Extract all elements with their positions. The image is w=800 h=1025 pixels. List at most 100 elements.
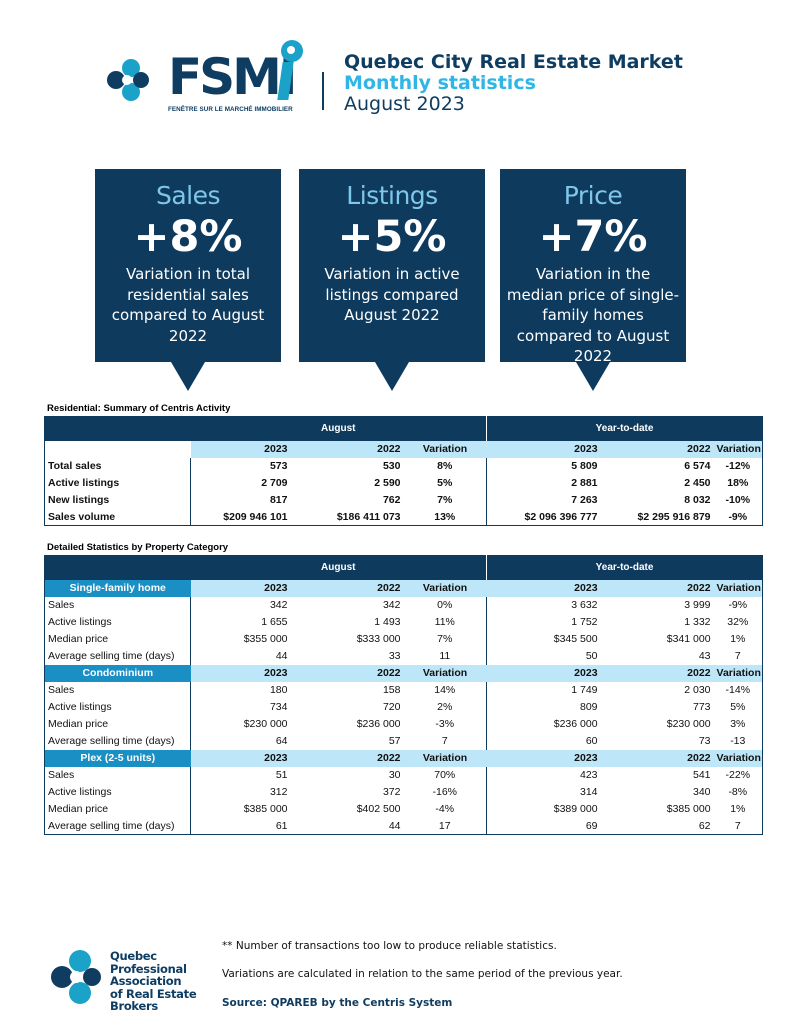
map-pin-icon (281, 40, 303, 62)
data-cell: 7 (734, 819, 741, 832)
org-name-line: Quebec (110, 949, 157, 963)
table-column-header: 2023 2022 Variation 2023 2022 Variation (44, 440, 763, 458)
data-cell: 2 030 (684, 684, 711, 696)
category-label: Plex (2-5 units) (44, 749, 191, 767)
data-cell: 50 (486, 647, 601, 665)
blank-cell (44, 555, 191, 580)
data-cell: 762 (382, 494, 401, 506)
data-cell: 3 632 (486, 596, 601, 614)
sales-card: Sales +8% Variation in total residential… (95, 169, 281, 391)
data-cell: 342 (382, 599, 401, 611)
org-name-line: Professional (110, 961, 187, 976)
data-cell: $236 000 (486, 715, 601, 733)
column-header: 2023 (190, 579, 291, 597)
data-cell: 1% (730, 803, 746, 815)
data-cell: 372 (382, 786, 401, 798)
row-label: Median price (48, 633, 109, 645)
qpareb-footer-logo-icon (51, 950, 101, 1004)
source-note: Source: QPAREB by the Centris System (222, 997, 453, 1009)
column-header: 2023 (486, 664, 601, 682)
category-header-row: Condominium 2023 2022 Variation 2023 2022 Vari… (44, 664, 763, 682)
data-cell: $236 000 (356, 718, 401, 730)
org-name-line: Brokers (110, 999, 158, 1013)
report-period: August 2023 (344, 93, 465, 115)
data-cell: 44 (388, 819, 401, 832)
data-cell: $355 000 (190, 630, 291, 648)
table-row: Active listings 312 372 -16% 314 340 -8% (45, 783, 763, 801)
data-cell: $230 000 (190, 715, 291, 733)
card-title: Sales (155, 181, 221, 210)
data-cell: 11% (434, 616, 455, 628)
blank-cell (44, 416, 191, 441)
org-name-line: of Real Estate (110, 986, 197, 1001)
data-cell: 8% (437, 460, 453, 472)
column-header: 2023 (190, 440, 291, 458)
data-cell: 60 (486, 732, 601, 750)
table-row: Median price $230 000 $236 000 -3% $236 000 $… (45, 715, 763, 733)
row-label: Active listings (48, 616, 112, 628)
summary-table-title: Residential: Summary of Centris Activity (47, 403, 231, 414)
table-group-header: August Year-to-date (44, 555, 763, 580)
data-cell: $230 000 (666, 718, 711, 730)
data-cell: 340 (693, 786, 711, 798)
data-cell: 5 809 (486, 457, 601, 475)
column-header: Variation (713, 579, 763, 597)
data-cell: -9% (728, 510, 748, 523)
data-cell: 2 709 (190, 474, 291, 492)
org-name-line: Association (110, 974, 182, 988)
data-cell: 5% (730, 701, 746, 713)
card-description: Variation in total residential sales com… (111, 265, 265, 345)
data-cell: $186 411 073 (336, 510, 401, 523)
group-header-august: August (190, 416, 487, 441)
row-label: Sales (48, 684, 75, 696)
report-subtitle: Monthly statistics (344, 72, 536, 94)
group-header-ytd: Year-to-date (486, 555, 763, 580)
column-header: 2023 (486, 440, 601, 458)
data-cell: 0% (437, 599, 453, 611)
data-cell: 720 (382, 701, 401, 713)
data-cell: 1 749 (486, 681, 601, 699)
card-title: Price (563, 181, 623, 210)
card-title: Listings (346, 181, 438, 210)
category-header-row: Plex (2-5 units) 2023 2022 Variation 2023 202… (44, 749, 763, 767)
fsmi-logo: FSMI FENÊTRE SUR LE MARCHÉ IMMOBILIER (168, 40, 308, 113)
data-cell: -16% (432, 786, 458, 798)
data-cell: 2 450 (684, 477, 711, 489)
table-row: Sales volume $209 946 101 $186 411 073 13% $… (45, 508, 763, 526)
card-value: +5% (337, 212, 447, 262)
table-row: Average selling time (days) 61 44 17 69 62 7 (45, 817, 763, 835)
table-group-header: August Year-to-date (44, 416, 763, 441)
fsmi-logo-text: FSMI (168, 48, 298, 106)
data-cell: 1 655 (190, 613, 291, 631)
data-cell: -3% (435, 718, 455, 730)
footnote-low-transactions: ** Number of transactions too low to pro… (222, 940, 557, 952)
column-header: Variation (403, 749, 487, 767)
data-cell: $2 295 916 879 (637, 510, 711, 523)
footnote-variations: Variations are calculated in relation to… (222, 968, 623, 980)
data-cell: 14% (434, 684, 456, 696)
row-label: Average selling time (days) (48, 819, 175, 832)
data-cell: 2% (437, 701, 453, 713)
data-cell: 73 (698, 735, 711, 747)
data-cell: 13% (434, 510, 456, 523)
row-label: Active listings (48, 701, 112, 713)
data-cell: -9% (728, 599, 748, 611)
data-cell: $341 000 (666, 633, 711, 645)
column-header: 2023 (486, 579, 601, 597)
data-cell: $385 000 (666, 803, 711, 815)
data-cell: $385 000 (190, 800, 291, 818)
data-cell: -4% (435, 803, 455, 815)
data-cell: 17 (438, 819, 451, 832)
data-cell: 5% (437, 477, 453, 489)
data-cell: -12% (725, 460, 751, 472)
column-header: 2022 (600, 664, 714, 682)
header-divider (322, 72, 324, 110)
data-cell: 2 881 (486, 474, 601, 492)
data-cell: 1 493 (374, 616, 401, 628)
row-label: Active listings (48, 786, 112, 798)
column-header: 2023 (190, 749, 291, 767)
row-label: Average selling time (days) (48, 735, 175, 747)
data-cell: 773 (693, 701, 711, 713)
data-cell: 180 (190, 681, 291, 699)
fsmi-tagline: FENÊTRE SUR LE MARCHÉ IMMOBILIER (168, 106, 293, 113)
